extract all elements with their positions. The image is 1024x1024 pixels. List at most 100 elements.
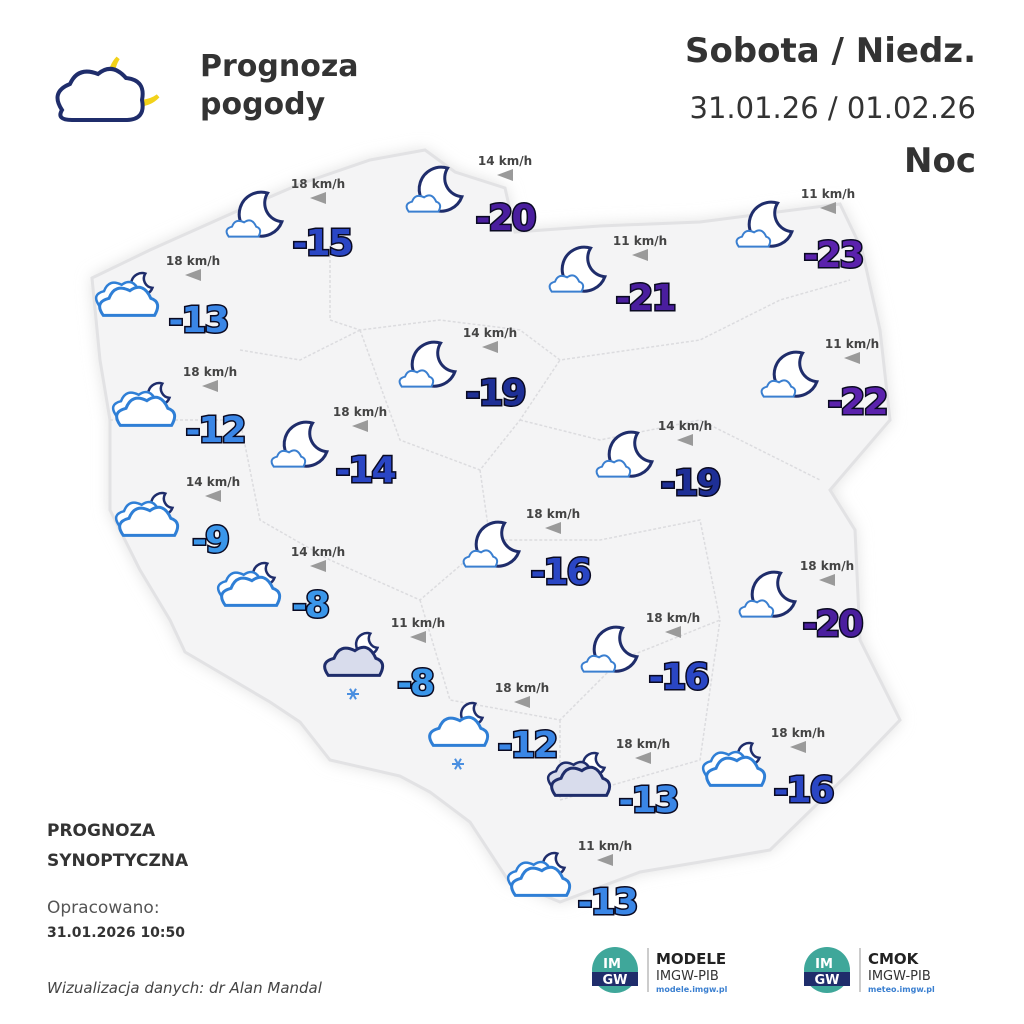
temperature: -19 (660, 463, 719, 504)
title-line: pogody (200, 87, 326, 122)
wind-arrow (310, 192, 326, 204)
cloud-icon (462, 549, 499, 568)
logo-name: MODELE (656, 950, 726, 968)
logo-badge-band (592, 972, 638, 986)
station: 18 km/h -16 (701, 726, 837, 813)
station: 18 km/h -16 (580, 611, 712, 700)
station: 18 km/h -20 (738, 559, 866, 647)
temperature: -23 (803, 235, 862, 276)
cloud-icon (548, 274, 585, 293)
region-borders (110, 250, 851, 801)
wind-speed: 11 km/h (391, 616, 445, 630)
wind-arrow (202, 380, 218, 392)
snow-icon (349, 688, 357, 700)
station: 18 km/h -12 (111, 365, 248, 453)
temperature: -9 (192, 520, 228, 561)
temperature: -21 (615, 278, 674, 319)
station: 14 km/h -20 (405, 154, 539, 241)
logo-url: meteo.imgw.pl (868, 985, 935, 994)
wind-arrow (820, 202, 836, 214)
wind-speed: 18 km/h (771, 726, 825, 740)
temperature: -16 (530, 552, 590, 593)
station: 11 km/h -8 (323, 616, 445, 706)
days: Sobota / Niedz. (685, 31, 976, 71)
wind-speed: 14 km/h (291, 545, 345, 559)
prepared-at: 31.01.2026 10:50 (47, 925, 185, 941)
logo-org: IMGW-PIB (868, 969, 931, 984)
station: 11 km/h -23 (735, 187, 866, 278)
wind-arrow (185, 269, 201, 281)
cloud-icon (705, 755, 767, 787)
wind-arrow (597, 854, 613, 866)
cloud-icon (220, 575, 282, 607)
wind-arrow (352, 420, 368, 432)
cloud-icon (738, 599, 775, 618)
wind-arrow (632, 249, 648, 261)
wind-speed: 18 km/h (646, 611, 700, 625)
wind-speed: 14 km/h (186, 475, 240, 489)
forecast-line: PROGNOZA (47, 821, 156, 841)
wind-speed: 11 km/h (578, 839, 632, 853)
station: 11 km/h -22 (760, 337, 890, 425)
cloud-icon (405, 194, 442, 213)
wind-speed: 11 km/h (613, 234, 667, 248)
wind-arrow (844, 352, 860, 364)
logo-org: IMGW-PIB (656, 969, 719, 984)
cloud-icon (270, 449, 307, 468)
wind-speed: 18 km/h (495, 681, 549, 695)
station: 18 km/h -13 (546, 737, 681, 823)
cloud-icon (760, 379, 797, 398)
cloud-icon (98, 285, 160, 317)
title-line: Prognoza (200, 49, 359, 84)
logo-name: CMOK (868, 950, 920, 968)
cloud-icon (225, 219, 262, 238)
wind-speed: 18 km/h (183, 365, 237, 379)
logo-url: modele.imgw.pl (656, 985, 728, 994)
cloud-icon (323, 645, 385, 677)
station: 11 km/h -13 (506, 839, 640, 925)
wind-speed: 11 km/h (801, 187, 855, 201)
cloud-icon (428, 715, 490, 747)
logo-badge-text: GW (814, 973, 839, 988)
dates: 31.01.26 / 01.02.26 (690, 91, 977, 125)
wind-arrow (819, 574, 835, 586)
wind-arrow (205, 490, 221, 502)
snow-icon (454, 758, 462, 770)
station: 18 km/h -12 (428, 681, 560, 770)
period: Noc (904, 141, 976, 181)
station: 11 km/h -21 (548, 234, 678, 321)
station: 14 km/h -8 (216, 545, 345, 628)
temperature: -12 (185, 410, 244, 451)
cloud-icon (735, 229, 772, 248)
station: 14 km/h -19 (595, 419, 723, 506)
cloud-icon (115, 395, 177, 427)
wind-arrow (410, 631, 426, 643)
temperature: -15 (292, 223, 351, 264)
cloud-icon (580, 654, 617, 673)
cloud-icon (118, 505, 180, 537)
temperature: -20 (802, 604, 862, 645)
wind-speed: 18 km/h (291, 177, 345, 191)
logo-badge-text: GW (602, 973, 627, 988)
cloud-icon (398, 369, 435, 388)
station: 18 km/h -16 (462, 507, 594, 595)
temperature: -19 (465, 373, 524, 414)
wind-speed: 18 km/h (616, 737, 670, 751)
wind-arrow (482, 341, 498, 353)
wind-arrow (790, 741, 806, 753)
temperature: -14 (335, 450, 395, 491)
temperature: -16 (773, 770, 833, 811)
cloud-icon (510, 865, 572, 897)
wind-arrow (677, 434, 693, 446)
wind-speed: 14 km/h (478, 154, 532, 168)
temperature: -13 (618, 780, 677, 821)
wind-arrow (514, 696, 530, 708)
temperature: -8 (292, 585, 328, 626)
wind-arrow (635, 752, 651, 764)
temperature: -16 (648, 657, 708, 698)
temperature: -22 (827, 382, 886, 423)
wind-speed: 14 km/h (463, 326, 517, 340)
wind-speed: 18 km/h (333, 405, 387, 419)
